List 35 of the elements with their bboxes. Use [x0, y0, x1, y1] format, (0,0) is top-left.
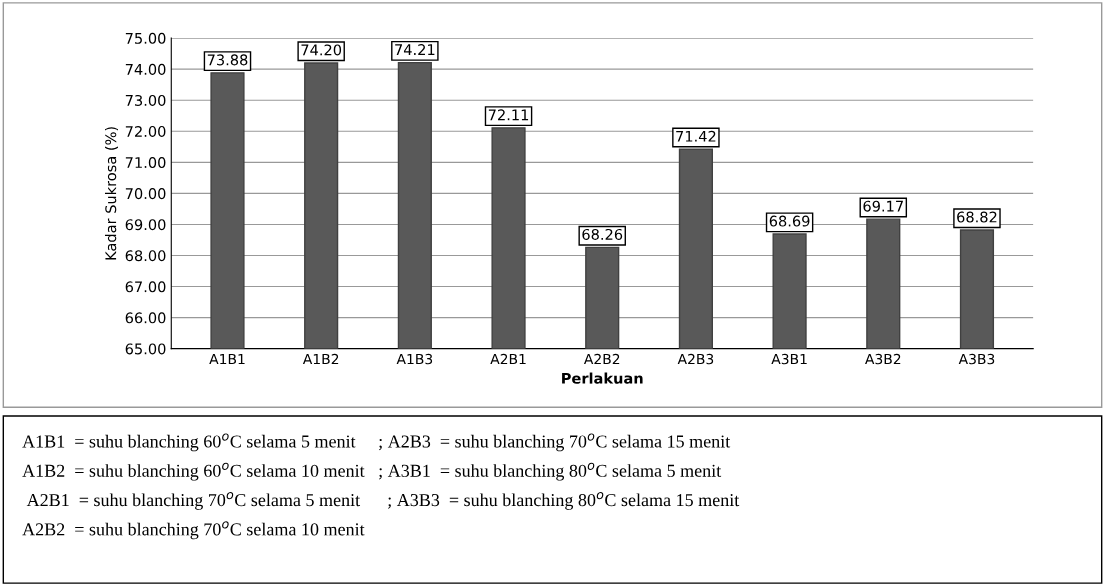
x-tick-label: A1B3	[396, 353, 433, 365]
x-tick-label: A1B2	[302, 353, 339, 365]
x-tick-label: A3B3	[958, 353, 995, 365]
y-tick-label: 69.00	[125, 219, 166, 231]
y-tick-label: 74.00	[125, 63, 166, 75]
y-tick-label: 71.00	[125, 157, 166, 169]
x-tick-label: A2B1	[490, 353, 526, 365]
text: A2B1 = suhu blanching 70$^{o}$C selama 5 menit ; A3B3 = suhu blanching 80$^{o}$C selama 15 menit	[26, 492, 740, 510]
y-tick-label: 72.00	[125, 125, 166, 138]
x-tick-label: A2B2	[583, 353, 620, 365]
x-tick-label: A3B1	[771, 353, 807, 365]
x-axis-title: Perlakuan	[562, 372, 643, 384]
x-tick-label: A1B1	[209, 353, 245, 365]
y-tick-label: 75.00	[125, 32, 166, 44]
y-tick-label: 68.00	[125, 250, 166, 262]
text: A1B2 = suhu blanching 60$^{o}$C selama 10 menit ; A3B1 = suhu blanching 80$^{o}$C selama 5 menit	[22, 462, 722, 481]
y-axis-title: Kadar Sukrosa (%)	[105, 127, 118, 260]
data-label: 74.21	[395, 44, 435, 55]
y-tick-label: 73.00	[125, 94, 166, 106]
data-label: 69.17	[863, 200, 903, 212]
y-tick-label: 65.00	[125, 343, 166, 355]
data-label: 68.69	[769, 215, 810, 227]
data-label: 73.88	[207, 54, 248, 66]
y-tick-label: 67.00	[125, 281, 166, 293]
data-label: 68.26	[582, 228, 623, 240]
y-tick-label: 66.00	[125, 312, 166, 324]
text: A2B2 = suhu blanching 70$^{o}$C selama 10 menit	[22, 521, 365, 540]
data-label: 72.11	[488, 109, 529, 121]
data-label: 71.42	[676, 130, 716, 142]
x-tick-label: A2B3	[677, 353, 714, 365]
data-label: 68.82	[957, 211, 997, 223]
x-tick-label: A3B2	[865, 353, 901, 365]
data-label: 74.20	[301, 44, 342, 56]
y-tick-label: 70.00	[125, 188, 166, 200]
text: A1B1 = suhu blanching 60$^{o}$C selama 5 menit ; A2B3 = suhu blanching 70$^{o}$C selama 15 menit	[22, 433, 731, 452]
